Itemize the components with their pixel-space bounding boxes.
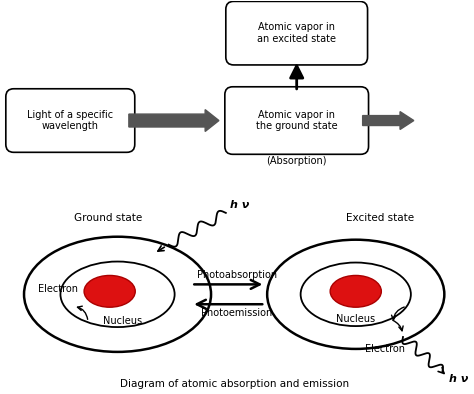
FancyBboxPatch shape [225,87,369,154]
Text: Nucleus: Nucleus [336,314,375,324]
Text: Photoemission: Photoemission [201,308,272,318]
Text: h ν: h ν [449,374,469,384]
Text: Electron: Electron [365,344,405,354]
Text: (Absorption): (Absorption) [266,156,327,166]
Text: Light of a specific
wavelength: Light of a specific wavelength [27,110,113,131]
Text: Atomic vapor in
an excited state: Atomic vapor in an excited state [257,22,336,44]
FancyArrow shape [129,110,219,132]
Text: Diagram of atomic absorption and emission: Diagram of atomic absorption and emissio… [120,379,349,388]
Text: Photoabsorption: Photoabsorption [197,270,277,281]
Text: Atomic vapor in
the ground state: Atomic vapor in the ground state [256,110,337,131]
Text: Ground state: Ground state [73,213,142,223]
Ellipse shape [84,275,135,307]
Text: Electron: Electron [38,284,78,294]
FancyBboxPatch shape [6,89,135,152]
FancyBboxPatch shape [226,2,367,65]
Text: h ν: h ν [230,200,249,210]
Ellipse shape [330,275,382,307]
FancyArrow shape [363,112,414,130]
Text: Nucleus: Nucleus [103,316,142,326]
Text: Excited state: Excited state [346,213,414,223]
